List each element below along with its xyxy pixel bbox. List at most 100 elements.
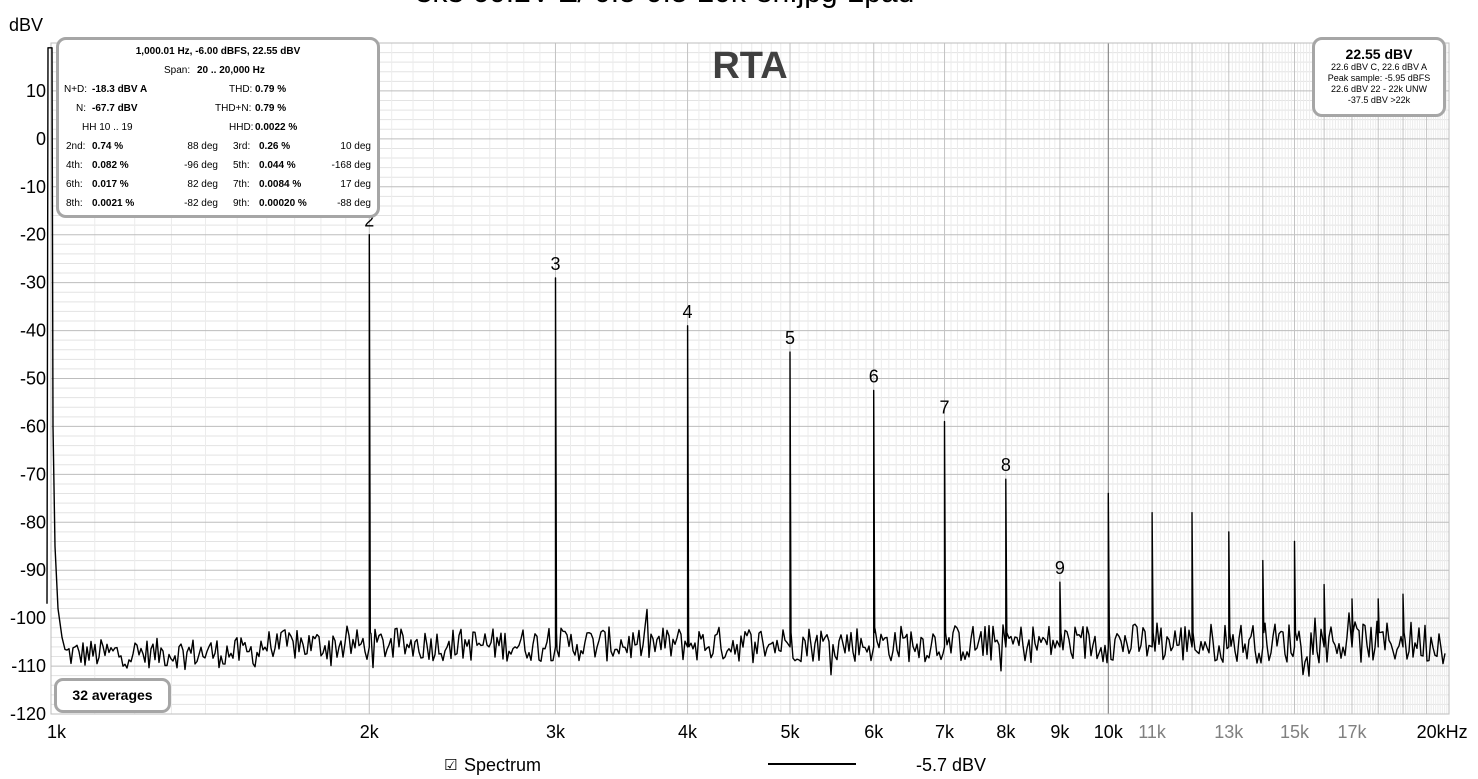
harmonic-label: 6 [869, 366, 879, 386]
y-tick-label: -40 [20, 321, 46, 341]
harmonic-name: 8th: [66, 198, 83, 209]
x-tick-label: 6k [864, 722, 884, 742]
harmonic-value: 0.0021 % [92, 198, 135, 209]
level-line-2: Peak sample: -5.95 dBFS [1327, 73, 1431, 83]
harmonic-label: 8 [1001, 455, 1011, 475]
averages-badge[interactable]: 32 averages [54, 678, 171, 713]
y-tick-label: -10 [20, 177, 46, 197]
harmonic-row: 4th: 0.082 % -96 deg 5th: 0.044 % -168 deg [59, 156, 377, 175]
thd-label: THD: [229, 84, 253, 95]
thdn-value: 0.79 % [255, 103, 287, 114]
y-tick-label: -100 [10, 608, 46, 628]
harmonic-phase: -82 deg [184, 198, 218, 209]
harmonic-phase: -96 deg [184, 160, 218, 171]
level-line-4: -37.5 dBV >22k [1347, 95, 1411, 105]
nd-label: N+D: [64, 84, 88, 95]
hhd-label: HHD: [229, 122, 254, 133]
harmonic-label: 4 [683, 302, 693, 322]
y-tick-label: -60 [20, 416, 46, 436]
harmonic-label: 3 [550, 254, 560, 274]
harmonic-name: 5th: [233, 160, 250, 171]
nd-value: -18.3 dBV A [92, 84, 148, 95]
harmonic-label: 2 [364, 211, 374, 231]
y-tick-label: -50 [20, 369, 46, 389]
y-axis-ticks: 10 0 -10 -20 -30 -40 -50 -60 -70 -80 -90 -100 -110 -1… [10, 81, 46, 724]
y-axis-label: dBV [9, 15, 43, 35]
harmonic-value: 0.00020 % [259, 198, 307, 209]
y-tick-label: 10 [26, 81, 46, 101]
x-axis-ticks: 1k 2k 3k 4k 5k 6k 7k 8k 9k 10k 11k 13k 15k 17k 20kHz [47, 722, 1468, 742]
hh-label: HH 10 .. 19 [82, 122, 133, 133]
legend: ☑ Spectrum -5.7 dBV [444, 755, 986, 775]
x-tick-label: 8k [996, 722, 1016, 742]
legend-value: -5.7 dBV [916, 755, 986, 775]
y-tick-label: -70 [20, 464, 46, 484]
harmonic-row: 8th: 0.0021 % -82 deg 9th: 0.00020 % -88 deg [59, 194, 377, 213]
harmonic-name: 6th: [66, 179, 83, 190]
level-line-3: 22.6 dBV 22 - 22k UNW [1330, 84, 1428, 94]
y-tick-label: 0 [36, 129, 46, 149]
harmonic-name: 3rd: [233, 141, 251, 152]
harmonic-value: 0.26 % [259, 141, 291, 152]
harmonic-phase: 17 deg [340, 179, 371, 190]
harmonic-phase: 82 deg [187, 179, 218, 190]
harmonic-labels: 2 3 4 5 6 7 8 9 [364, 211, 1065, 578]
x-tick-label: 20kHz [1417, 722, 1468, 742]
level-main: 22.55 dBV [1345, 46, 1413, 62]
span-label: Span: [164, 65, 191, 76]
harmonic-name: 4th: [66, 160, 83, 171]
harmonic-row: 6th: 0.017 % 82 deg 7th: 0.0084 % 17 deg [59, 175, 377, 194]
harmonic-phase: 10 deg [340, 141, 371, 152]
y-tick-label: -120 [10, 704, 46, 724]
harmonic-value: 0.044 % [259, 160, 296, 171]
harmonic-name: 2nd: [66, 141, 86, 152]
spectrum-series-line [46, 47, 1446, 677]
harmonic-row: 2nd: 0.74 % 88 deg 3rd: 0.26 % 10 deg [59, 137, 377, 156]
y-tick-label: -80 [20, 512, 46, 532]
n-value: -67.7 dBV [92, 103, 138, 114]
harmonic-value: 0.0084 % [259, 179, 302, 190]
legend-label-spectrum[interactable]: Spectrum [464, 755, 541, 775]
plot-frame [50, 42, 1450, 715]
harmonic-value: 0.082 % [92, 160, 129, 171]
y-tick-label: -90 [20, 560, 46, 580]
x-tick-label: 11k [1138, 722, 1167, 742]
y-tick-label: -30 [20, 273, 46, 293]
y-tick-label: -20 [20, 225, 46, 245]
harmonic-phase: 88 deg [187, 141, 218, 152]
x-tick-label: 4k [678, 722, 698, 742]
distortion-header: 1,000.01 Hz, -6.00 dBFS, 22.55 dBV [135, 46, 301, 57]
x-tick-label: 3k [546, 722, 566, 742]
chart-title: RTA [712, 45, 787, 87]
n-label: N: [76, 103, 86, 114]
x-tick-label: 13k [1214, 722, 1244, 742]
spectrum-checkbox[interactable]: ☑ [444, 756, 457, 774]
x-tick-label: 10k [1094, 722, 1124, 742]
y-tick-label: -110 [11, 656, 46, 676]
thdn-label: THD+N: [215, 103, 252, 114]
thd-value: 0.79 % [255, 84, 287, 95]
x-tick-label: 5k [781, 722, 801, 742]
harmonic-name: 9th: [233, 198, 250, 209]
harmonic-value: 0.017 % [92, 179, 129, 190]
distortion-panel: 1,000.01 Hz, -6.00 dBFS, 22.55 dBV Span:… [56, 37, 380, 218]
x-tick-label: 2k [360, 722, 380, 742]
harmonic-value: 0.74 % [92, 141, 124, 152]
harmonic-label: 9 [1055, 558, 1065, 578]
harmonic-phase: -168 deg [331, 160, 371, 171]
x-tick-label: 9k [1050, 722, 1070, 742]
harmonic-label: 7 [940, 398, 950, 418]
span-value: 20 .. 20,000 Hz [197, 65, 265, 76]
harmonic-phase: -88 deg [337, 198, 371, 209]
window-title-partial: 3k3 60.2V-Z/ 0.5-0.5-20k-8h.jpg-2pad [416, 0, 915, 9]
level-panel: 22.55 dBV 22.6 dBV C, 22.6 dBV A Peak sa… [1312, 37, 1446, 117]
x-tick-label: 7k [935, 722, 955, 742]
x-tick-label: 17k [1337, 722, 1367, 742]
x-tick-label: 1k [47, 722, 67, 742]
hhd-value: 0.0022 % [255, 122, 298, 133]
harmonic-name: 7th: [233, 179, 250, 190]
level-line-1: 22.6 dBV C, 22.6 dBV A [1330, 62, 1428, 72]
harmonic-label: 5 [785, 328, 795, 348]
x-tick-label: 15k [1280, 722, 1310, 742]
